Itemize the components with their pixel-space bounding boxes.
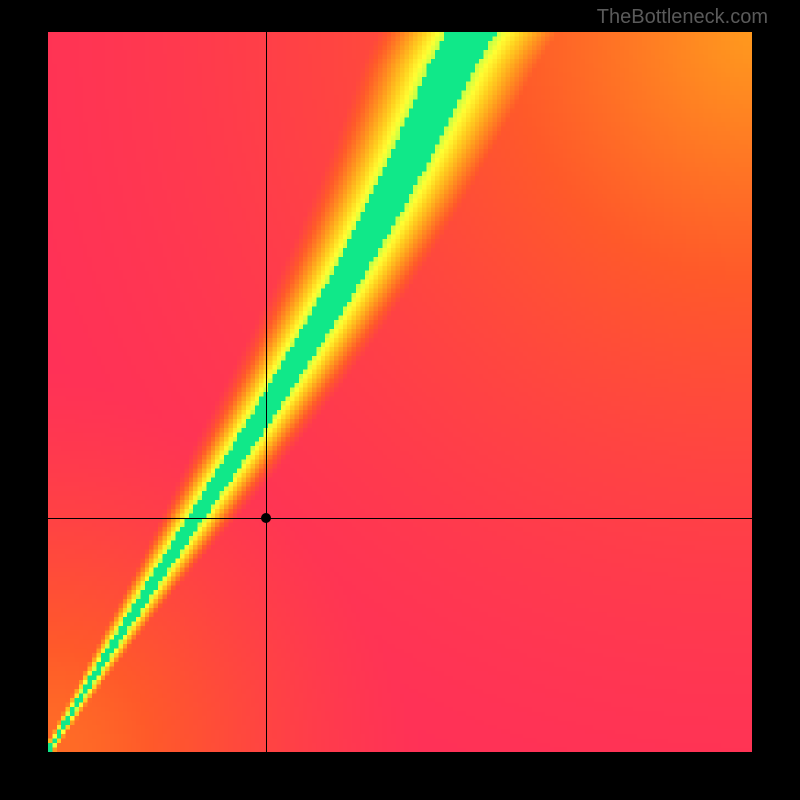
crosshair-vertical	[266, 32, 267, 752]
heatmap-canvas	[48, 32, 752, 752]
heatmap-plot	[48, 32, 752, 752]
watermark-text: TheBottleneck.com	[597, 6, 768, 29]
crosshair-dot	[259, 511, 273, 525]
crosshair-horizontal	[48, 518, 752, 519]
